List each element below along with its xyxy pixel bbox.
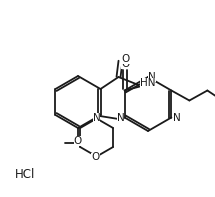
Text: O: O	[121, 54, 130, 64]
Text: N: N	[117, 112, 124, 123]
Text: O: O	[74, 136, 82, 146]
Text: N: N	[172, 112, 180, 123]
Text: HN: HN	[140, 78, 155, 88]
Text: HCl: HCl	[15, 168, 35, 181]
Text: N: N	[148, 72, 156, 82]
Text: O: O	[121, 59, 130, 69]
Text: O: O	[92, 152, 100, 163]
Text: N: N	[93, 112, 100, 123]
